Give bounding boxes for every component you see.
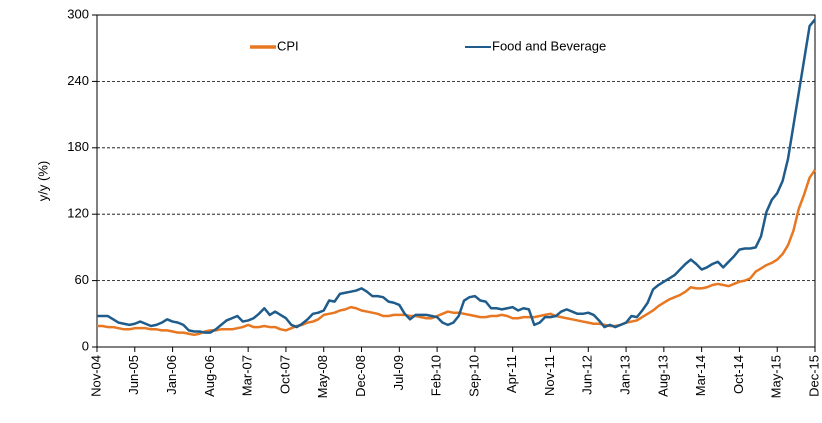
x-tick-label: Sep-10 — [466, 355, 481, 397]
y-tick-label: 0 — [82, 338, 89, 353]
y-tick-label: 120 — [67, 206, 89, 221]
x-tick-label: Jun-12 — [580, 355, 595, 395]
x-tick-label: Jan-13 — [617, 355, 632, 395]
x-tick-label: Aug-13 — [655, 355, 670, 397]
x-tick-label: Mar-07 — [240, 355, 255, 396]
y-tick-label: 300 — [67, 6, 89, 21]
series-line — [97, 169, 817, 337]
x-tick-label: May-08 — [315, 355, 330, 398]
x-tick-label: Jun-05 — [126, 355, 141, 395]
x-tick-label: Mar-14 — [693, 355, 708, 396]
x-tick-label: Dec-15 — [806, 355, 821, 397]
plot-frame — [96, 14, 816, 348]
legend-label: Food and Beverage — [492, 38, 606, 53]
x-tick-label: Jan-06 — [164, 355, 179, 395]
x-tick-label: Nov-04 — [88, 355, 103, 397]
y-tick-label: 240 — [67, 73, 89, 88]
y-tick-label: 180 — [67, 139, 89, 154]
x-tick-label: Aug-06 — [202, 355, 217, 397]
y-tick-label: 60 — [75, 272, 89, 287]
x-tick-label: Oct-14 — [731, 355, 746, 394]
x-tick-label: Nov-11 — [542, 355, 557, 396]
x-tick-label: Apr-11 — [504, 355, 519, 393]
y-axis-label: y/y (%) — [35, 161, 50, 201]
legend-label: CPI — [277, 38, 299, 53]
x-tick-label: Jul-09 — [391, 355, 406, 390]
x-tick-label: Oct-07 — [277, 355, 292, 394]
x-tick-label: Feb-10 — [429, 355, 444, 396]
series-line — [97, 18, 816, 334]
x-tick-label: May-15 — [769, 355, 784, 398]
x-tick-label: Dec-08 — [353, 355, 368, 397]
